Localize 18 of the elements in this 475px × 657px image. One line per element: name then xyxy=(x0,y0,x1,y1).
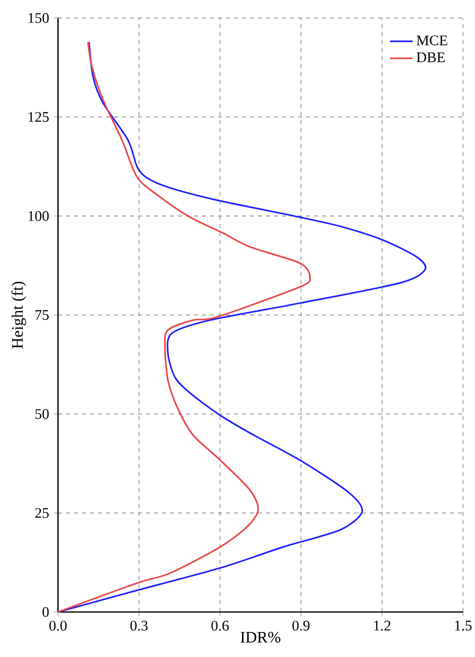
y-tick-label: 100 xyxy=(28,211,49,221)
x-tick-label: 1.2 xyxy=(374,620,390,631)
y-tick-label: 50 xyxy=(35,409,49,419)
y-tick-label: 0 xyxy=(42,607,49,617)
x-tick-label: 0.3 xyxy=(130,620,148,631)
x-tick-label: 0.0 xyxy=(49,620,67,631)
line-series xyxy=(57,41,311,613)
y-tick-label: 25 xyxy=(35,508,49,518)
x-tick-label: 1.5 xyxy=(455,620,472,631)
y-tick-label: 125 xyxy=(28,112,49,122)
y-tick-label: 150 xyxy=(28,13,49,23)
y-tick-label: 75 xyxy=(36,310,49,320)
x-tick-label: 0.9 xyxy=(292,620,310,631)
y-axis-title: Height (ft) xyxy=(11,282,26,349)
x-tick-label: 0.6 xyxy=(211,620,229,631)
legend-label: MCE xyxy=(416,35,448,46)
legend-label: DBE xyxy=(416,52,445,62)
x-axis-title: IDR% xyxy=(240,632,280,643)
